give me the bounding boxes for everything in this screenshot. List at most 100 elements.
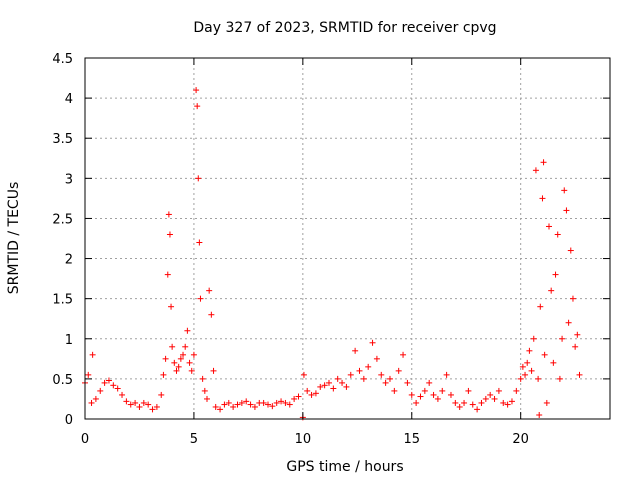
- data-point: [166, 231, 173, 238]
- data-point: [546, 223, 553, 230]
- x-tick-label: 10: [295, 432, 312, 447]
- data-point: [373, 355, 380, 362]
- data-point: [417, 393, 424, 400]
- x-tick-labels: 0 5 10 15 20: [81, 432, 529, 447]
- data-point: [186, 359, 193, 366]
- data-point: [386, 375, 393, 382]
- data-point: [408, 391, 415, 398]
- data-point: [541, 351, 548, 358]
- data-point: [92, 395, 99, 402]
- y-tick-label: 4.5: [52, 52, 73, 67]
- data-point: [295, 393, 302, 400]
- data-point: [203, 395, 210, 402]
- data-point: [158, 391, 165, 398]
- data-point: [251, 403, 258, 410]
- data-point: [225, 399, 232, 406]
- data-point: [210, 367, 217, 374]
- data-point: [312, 390, 319, 397]
- y-tick-label: 2.5: [52, 212, 73, 227]
- data-point: [291, 395, 298, 402]
- data-point: [162, 355, 169, 362]
- data-point: [356, 367, 363, 374]
- data-point: [85, 371, 92, 378]
- data-point: [193, 87, 200, 94]
- data-point: [465, 387, 472, 394]
- data-point: [563, 207, 570, 214]
- data-point: [382, 379, 389, 386]
- data-point: [532, 167, 539, 174]
- data-point: [543, 399, 550, 406]
- data-point: [452, 399, 459, 406]
- data-point: [317, 383, 324, 390]
- y-tick-label: 3.5: [52, 132, 73, 147]
- data-point: [352, 347, 359, 354]
- data-point: [243, 398, 250, 405]
- data-points: [82, 87, 583, 421]
- data-point: [391, 387, 398, 394]
- data-point: [413, 399, 420, 406]
- data-point: [447, 391, 454, 398]
- axis-ticks: [84, 57, 610, 420]
- data-point: [548, 287, 555, 294]
- data-point: [260, 399, 267, 406]
- data-point: [304, 387, 311, 394]
- grid: [85, 58, 610, 419]
- data-point: [443, 371, 450, 378]
- data-point: [168, 303, 175, 310]
- data-point: [278, 398, 285, 405]
- data-point: [180, 351, 187, 358]
- data-point: [495, 387, 502, 394]
- data-point: [177, 355, 184, 362]
- data-point: [196, 239, 203, 246]
- data-point: [569, 295, 576, 302]
- data-point: [378, 371, 385, 378]
- data-point: [482, 395, 489, 402]
- data-point: [282, 399, 289, 406]
- data-point: [395, 367, 402, 374]
- y-tick-label: 1: [65, 333, 73, 348]
- data-point: [217, 406, 224, 413]
- data-point: [286, 401, 293, 408]
- data-point: [114, 385, 121, 392]
- data-point: [400, 351, 407, 358]
- data-point: [206, 287, 213, 294]
- data-point: [539, 195, 546, 202]
- data-point: [105, 377, 112, 384]
- data-point: [559, 335, 566, 342]
- data-point: [197, 295, 204, 302]
- data-point: [365, 363, 372, 370]
- data-point: [238, 399, 245, 406]
- data-point: [123, 398, 130, 405]
- data-point: [369, 339, 376, 346]
- data-point: [127, 401, 134, 408]
- data-point: [173, 367, 180, 374]
- x-tick-label: 20: [512, 432, 529, 447]
- data-point: [269, 403, 276, 410]
- data-point: [101, 379, 108, 386]
- data-point: [550, 359, 557, 366]
- data-point: [535, 375, 542, 382]
- data-point: [184, 327, 191, 334]
- data-point: [230, 403, 237, 410]
- data-point: [160, 371, 167, 378]
- data-point: [487, 391, 494, 398]
- data-point: [273, 399, 280, 406]
- data-point: [119, 391, 126, 398]
- y-tick-labels: 0 0.5 1 1.5 2 2.5 3 3.5 4 4.5: [52, 52, 73, 428]
- data-point: [153, 403, 160, 410]
- y-tick-label: 3: [65, 172, 73, 187]
- data-point: [439, 387, 446, 394]
- data-point: [517, 375, 524, 382]
- data-point: [110, 382, 117, 389]
- data-point: [554, 231, 561, 238]
- data-point: [247, 401, 254, 408]
- data-point: [524, 359, 531, 366]
- data-point: [190, 351, 197, 358]
- y-tick-label: 2: [65, 253, 73, 268]
- data-point: [330, 385, 337, 392]
- data-point: [552, 271, 559, 278]
- data-point: [234, 401, 241, 408]
- data-point: [519, 363, 526, 370]
- data-point: [165, 211, 172, 218]
